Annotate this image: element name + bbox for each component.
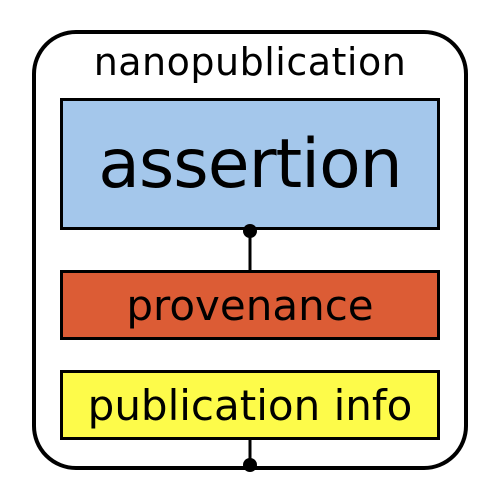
provenance-box: provenance bbox=[60, 270, 440, 340]
pubinfo-box: publication info bbox=[60, 370, 440, 440]
diagram-title: nanopublication bbox=[36, 40, 464, 84]
pubinfo-label: publication info bbox=[88, 381, 413, 430]
nanopublication-container: nanopublication assertion provenance pub… bbox=[32, 30, 468, 470]
provenance-label: provenance bbox=[126, 281, 373, 330]
connector-dot-icon bbox=[243, 458, 257, 472]
assertion-box: assertion bbox=[60, 98, 440, 230]
assertion-label: assertion bbox=[98, 125, 402, 204]
connector-line bbox=[249, 230, 252, 270]
